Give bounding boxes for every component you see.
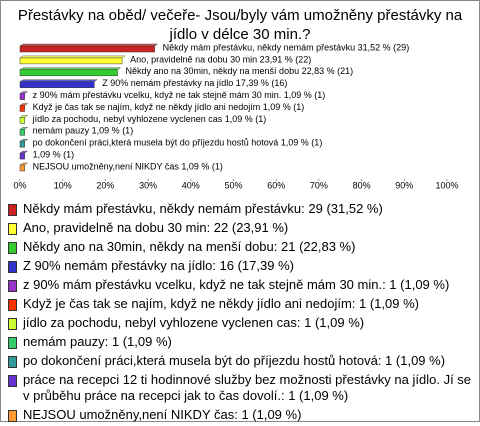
legend-label: po dokončení práci,která musela být do p… (23, 353, 446, 368)
bar-label: nemám pauzy 1,09 % (1) (33, 126, 134, 136)
legend-swatch (8, 356, 17, 368)
bar-label: Někdy mám přestávku, někdy nemám přestáv… (163, 42, 410, 52)
bar-top (19, 150, 29, 154)
legend-entry: Z 90% nemám přestávky na jídlo: 16 (17,3… (6, 258, 474, 274)
x-tick-label: 10% (54, 180, 72, 190)
legend-swatch (8, 410, 17, 422)
x-tick-label: 0% (13, 180, 26, 190)
bar (19, 117, 25, 124)
x-tick-label: 40% (182, 180, 200, 190)
bar-label: NEJSOU umožněny,není NIKDY čas 1,09 % (1… (33, 161, 223, 171)
bar (19, 105, 25, 112)
bar (19, 152, 25, 160)
legend-entry: NEJSOU umožněny,není NIKDY čas: 1 (1,09 … (6, 407, 474, 423)
bar-label: z 90% mám přestávku vcelku, když ne tak … (33, 90, 326, 100)
legend-label: nemám pauzy: 1 (1,09 %) (23, 334, 172, 349)
bar-label: 1,09 % (1) (33, 149, 75, 159)
bar-label: jídlo za pochodu, nebyl vyhlozene vyclen… (32, 114, 267, 124)
bar-top (19, 43, 159, 47)
legend-entry: Někdy ano na 30min, někdy na menší dobu:… (6, 239, 474, 255)
legend-entry: Ano, pravidelně na dobu 30 min: 22 (23,9… (6, 220, 474, 236)
bar-label: po dokončení práci,která musela být do p… (33, 138, 323, 148)
bar (19, 93, 25, 100)
legend-label: práce na recepci 12 ti hodinnové služby … (23, 372, 472, 403)
bar-top (19, 91, 29, 94)
legend-entry: jídlo za pochodu, nebyl vyhlozene vyclen… (6, 315, 474, 331)
legend-swatch (8, 375, 17, 387)
bar (19, 129, 25, 136)
bar-label: Z 90% nemám přestávky na jídlo 17,39 % (… (102, 78, 287, 88)
bar-top (19, 162, 29, 166)
legend-swatch (8, 337, 17, 349)
bar-top (19, 55, 126, 59)
legend-label: Když je čas tak se najím, když ne někdy … (23, 296, 419, 311)
x-tick-label: 90% (395, 180, 413, 190)
bar-top (19, 67, 122, 71)
legend-entry: Někdy mám přestávku, někdy nemám přestáv… (6, 201, 474, 217)
legend-swatch (8, 261, 17, 273)
legend-swatch (8, 280, 17, 292)
bar-label: Ano, pravidelně na dobu 30 min 23,91 % (… (130, 54, 311, 64)
legend-entry: nemám pauzy: 1 (1,09 %) (6, 334, 474, 350)
bar (19, 140, 25, 148)
legend-label: Z 90% nemám přestávky na jídlo: 16 (17,3… (23, 258, 294, 273)
legend-swatch (8, 204, 17, 216)
bar (19, 81, 95, 88)
x-tick-label: 80% (353, 180, 371, 190)
legend-label: z 90% mám přestávku vcelku, když ne tak … (23, 277, 450, 292)
legend-entry: po dokončení práci,která musela být do p… (6, 353, 474, 369)
bar-top (19, 79, 99, 82)
bar (19, 57, 123, 65)
chart: 0% 10% 20% 30% 40% 50% 60% 70% 80% 90% 100% Někdy m… (13, 42, 458, 190)
bar (19, 45, 155, 53)
chart-title: Přestávky na oběd/ večeře- Jsou/byly vám… (17, 7, 463, 43)
bar (19, 69, 118, 77)
x-tick-label: 70% (310, 180, 328, 190)
legend-label: NEJSOU umožněny,není NIKDY čas: 1 (1,09 … (23, 407, 302, 422)
legend-label: Někdy ano na 30min, někdy na menší dobu:… (23, 239, 356, 254)
legend: Někdy mám přestávku, někdy nemám přestáv… (6, 201, 474, 426)
legend-swatch (8, 242, 17, 254)
legend-entry: Když je čas tak se najím, když ne někdy … (6, 296, 474, 312)
bar-top (19, 138, 29, 142)
bar-top (19, 103, 29, 106)
legend-entry: práce na recepci 12 ti hodinnové služby … (6, 372, 474, 404)
bar-label: Když je čas tak se najím, když ne někdy … (33, 102, 305, 112)
bar-top (19, 115, 29, 118)
x-tick-label: 100% (435, 180, 458, 190)
x-tick-label: 20% (96, 180, 114, 190)
bar-top (19, 127, 29, 130)
x-tick-label: 50% (224, 180, 242, 190)
legend-label: Někdy mám přestávku, někdy nemám přestáv… (23, 201, 383, 216)
legend-swatch (8, 223, 17, 235)
x-tick-label: 60% (267, 180, 285, 190)
legend-swatch (8, 299, 17, 311)
bar (19, 164, 25, 172)
legend-entry: z 90% mám přestávku vcelku, když ne tak … (6, 277, 474, 293)
legend-swatch (8, 318, 17, 330)
legend-label: Ano, pravidelně na dobu 30 min: 22 (23,9… (23, 220, 289, 235)
bar-label: Někdy ano na 30min, někdy na menší dobu … (125, 66, 353, 76)
x-tick-label: 30% (139, 180, 157, 190)
legend-label: jídlo za pochodu, nebyl vyhlozene vyclen… (23, 315, 365, 330)
